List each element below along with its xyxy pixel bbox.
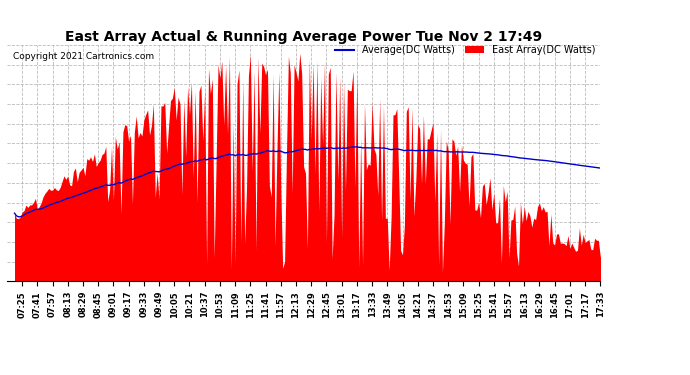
Legend: Average(DC Watts), East Array(DC Watts): Average(DC Watts), East Array(DC Watts) xyxy=(335,45,595,55)
Text: Copyright 2021 Cartronics.com: Copyright 2021 Cartronics.com xyxy=(13,52,154,61)
Title: East Array Actual & Running Average Power Tue Nov 2 17:49: East Array Actual & Running Average Powe… xyxy=(65,30,542,44)
